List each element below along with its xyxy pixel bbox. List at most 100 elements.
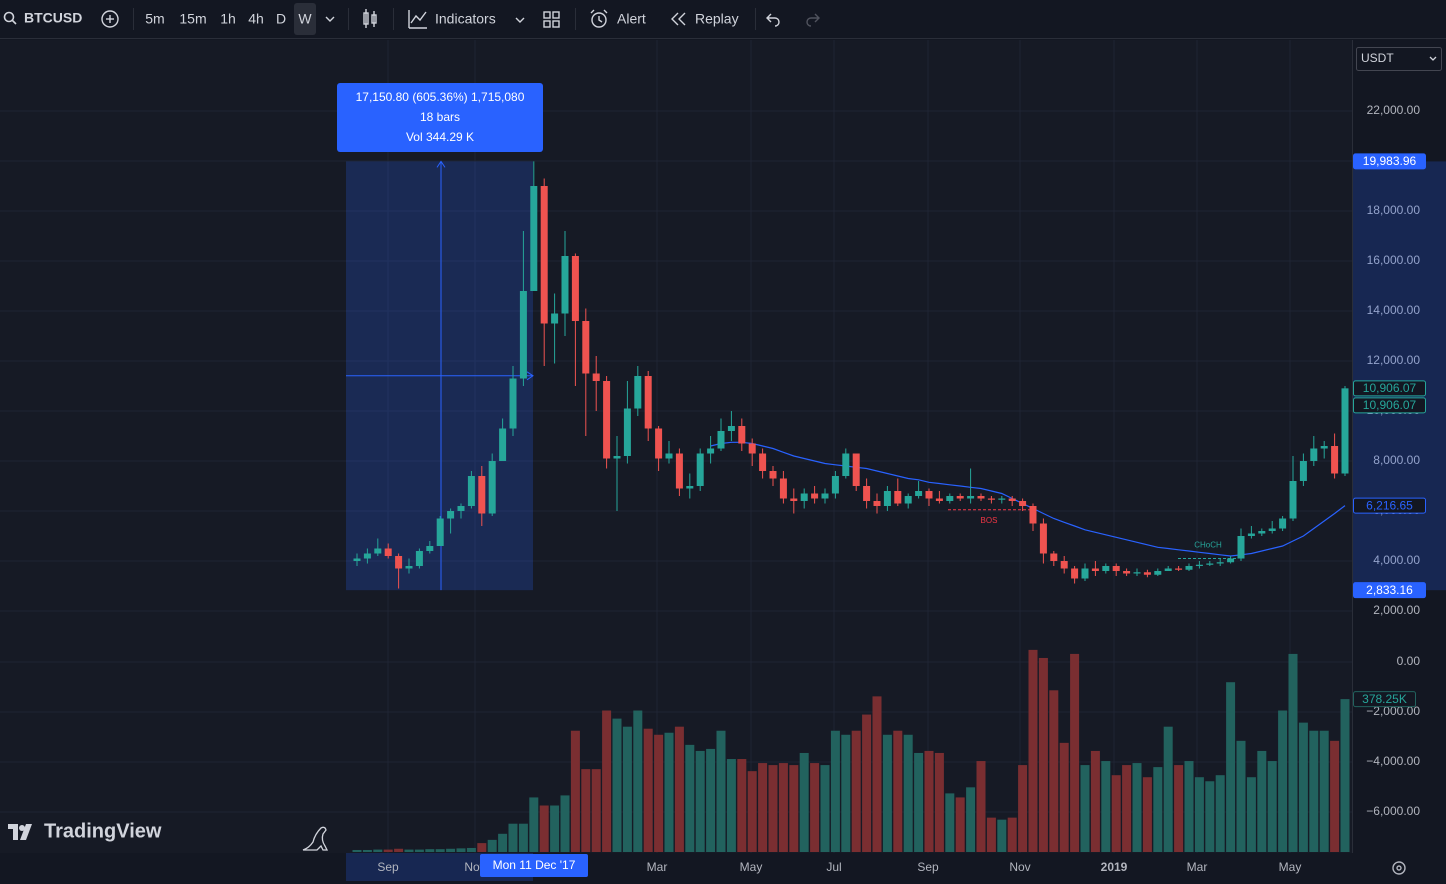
- candle-body: [1019, 501, 1027, 506]
- volume-bar: [622, 726, 632, 852]
- volume-bar: [1226, 682, 1236, 852]
- candle-body: [374, 548, 382, 554]
- volume-bar: [1028, 649, 1038, 852]
- volume-bar: [1267, 761, 1277, 852]
- volume-bar: [903, 734, 913, 852]
- volume-bar: [373, 849, 383, 852]
- interval-button[interactable]: 4h: [248, 11, 264, 27]
- candle-body: [779, 478, 787, 499]
- volume-bar: [893, 730, 903, 852]
- intervals: 5m 15m 1h 4h D W: [145, 3, 316, 35]
- candle-body: [1185, 566, 1193, 570]
- candle-body: [842, 453, 850, 476]
- alert-icon[interactable]: [590, 9, 608, 28]
- candle-body: [1154, 571, 1162, 575]
- replay-button[interactable]: Replay: [695, 11, 739, 27]
- candle-body: [363, 553, 371, 559]
- brand-logo: [8, 824, 32, 840]
- volume-bar: [1215, 775, 1225, 852]
- volume-bar: [1194, 777, 1204, 852]
- y-tick-label: −6,000.00: [1366, 804, 1420, 818]
- candle-body: [1050, 553, 1058, 561]
- candle-body: [1320, 446, 1328, 449]
- currency-selector[interactable]: USDT: [1356, 47, 1442, 71]
- candle-body: [1227, 558, 1235, 563]
- candle-body: [1039, 523, 1047, 554]
- volume-bar: [456, 848, 466, 852]
- volume-bar: [1340, 699, 1350, 852]
- candle-body: [831, 476, 839, 494]
- x-tick-label: Mar: [1187, 860, 1208, 874]
- brand-name: TradingView: [44, 820, 162, 842]
- price-badge-label: 6,216.65: [1366, 498, 1413, 512]
- indicators-menu[interactable]: [515, 17, 525, 23]
- search-icon[interactable]: [3, 11, 17, 25]
- candle-body: [603, 381, 611, 459]
- volume-bar: [1038, 657, 1048, 852]
- candle-body: [1071, 568, 1079, 579]
- y-tick-label: 8,000.00: [1373, 453, 1420, 467]
- axis-range: [1352, 161, 1446, 591]
- y-tick-label: 16,000.00: [1367, 253, 1421, 267]
- candle-body: [821, 493, 829, 499]
- redo-button[interactable]: [806, 13, 820, 27]
- indicators-icon[interactable]: [408, 10, 427, 29]
- interval-button[interactable]: D: [276, 11, 286, 27]
- toolbar: BTCUSD 5m 15m 1h 4h D W Indicators Alert Repl…: [0, 0, 1446, 39]
- y-tick-label: 18,000.00: [1367, 203, 1421, 217]
- settings-button[interactable]: [1392, 861, 1406, 875]
- volume-bar: [591, 769, 601, 852]
- interval-active-bg: [294, 3, 316, 35]
- replay-icon[interactable]: [671, 12, 686, 26]
- candle-body: [1268, 528, 1276, 531]
- volume-bar: [706, 748, 716, 852]
- candle-body: [759, 453, 767, 471]
- interval-menu[interactable]: [325, 16, 335, 22]
- candle-body: [883, 491, 891, 506]
- volume-bar: [841, 734, 851, 852]
- candle-body: [987, 498, 995, 500]
- measure-arrow: [526, 371, 534, 381]
- compare-button[interactable]: [101, 10, 119, 28]
- volume-bar: [1184, 761, 1194, 852]
- volume-bar: [466, 847, 476, 852]
- candle-body: [738, 426, 746, 444]
- layouts-button[interactable]: [543, 11, 560, 28]
- chart-type-button[interactable]: [363, 9, 377, 28]
- alert-button[interactable]: Alert: [617, 11, 646, 27]
- candle-body: [509, 378, 517, 429]
- volume-bar: [425, 849, 435, 852]
- interval-button[interactable]: 15m: [179, 11, 206, 27]
- candle-body: [1206, 563, 1214, 565]
- volume-bar: [789, 765, 799, 852]
- chart-pane: [0, 40, 1352, 853]
- volume-bar: [799, 752, 809, 852]
- candle-body: [873, 501, 881, 506]
- symbol[interactable]: BTCUSD: [24, 10, 82, 26]
- undo-button[interactable]: [766, 13, 780, 27]
- candle-body: [384, 548, 392, 556]
- candle-body: [707, 448, 715, 454]
- indicators-button[interactable]: Indicators: [435, 11, 496, 27]
- volume-bar: [737, 759, 747, 852]
- candle-body: [540, 186, 548, 324]
- volume-bar: [1319, 730, 1329, 852]
- candle-body: [977, 496, 985, 499]
- volume-bar: [602, 710, 612, 852]
- x-tick-label: May: [1279, 860, 1302, 874]
- volume-bar: [1018, 765, 1028, 852]
- candle-body: [1299, 461, 1307, 481]
- interval-button[interactable]: W: [298, 11, 312, 27]
- volume-bar: [1122, 765, 1132, 852]
- replay-mascot[interactable]: [302, 826, 329, 851]
- brand-logo-dot: [19, 825, 25, 831]
- price-badge-label: 10,906.07: [1363, 381, 1417, 395]
- interval-button[interactable]: 5m: [145, 11, 164, 27]
- volume-bar: [539, 805, 549, 852]
- x-tick-label: Sep: [917, 860, 939, 874]
- annotation-label: BOS: [981, 516, 998, 525]
- volume-bar: [1101, 761, 1111, 852]
- interval-button[interactable]: 1h: [220, 11, 236, 27]
- volume-bar: [934, 752, 944, 852]
